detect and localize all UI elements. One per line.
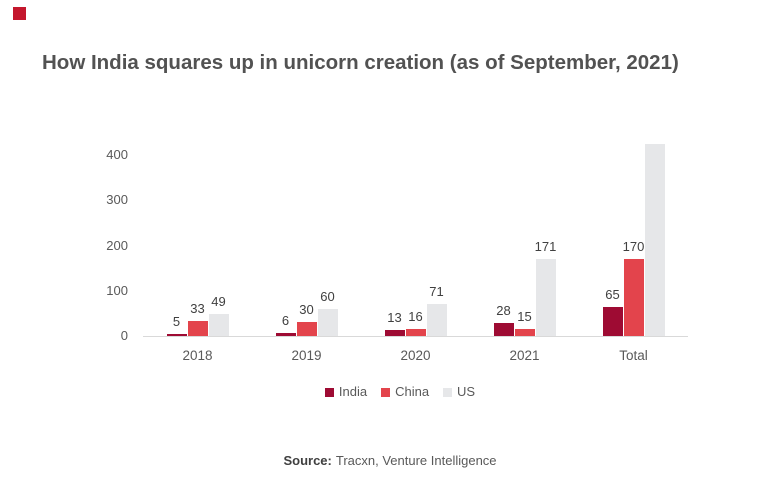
bar-value-label: 15: [517, 309, 532, 325]
bar-china-2019: [296, 322, 317, 336]
x-tick-label: Total: [619, 348, 648, 363]
bar-value-label: 71: [429, 283, 444, 299]
brand-mark: [13, 7, 26, 20]
y-tick-label: 400: [106, 147, 128, 162]
x-tick-label: 2018: [182, 348, 213, 363]
legend-swatch: [381, 388, 391, 397]
legend-item-india: India: [324, 384, 368, 400]
bar-value-label: 28: [496, 303, 511, 319]
legend-label: China: [395, 384, 430, 399]
bar-us-2020: [426, 303, 447, 336]
bar-value-label: 33: [190, 301, 205, 317]
x-tick-label: 2021: [509, 348, 540, 363]
chart-title: How India squares up in unicorn creation…: [42, 51, 679, 74]
bar-china-total: [623, 259, 644, 336]
y-tick-label: 100: [106, 282, 128, 298]
bar-value-label: 30: [299, 302, 314, 318]
y-tick-label: 200: [106, 237, 128, 253]
legend-item-us: US: [443, 384, 475, 400]
bar-us-2021: [535, 258, 556, 336]
x-axis-line: [143, 336, 688, 337]
bar-india-total: [602, 306, 623, 336]
y-tick-label: 300: [106, 192, 128, 208]
bar-value-label: 16: [408, 308, 423, 324]
source-text: Tracxn, Venture Intelligence: [335, 453, 497, 468]
bar-value-label: 65: [605, 286, 620, 302]
bar-india-2020: [384, 330, 405, 336]
legend-label: India: [338, 384, 368, 399]
legend-swatch: [324, 388, 334, 397]
source-note: Source: Tracxn, Venture Intelligence: [0, 452, 780, 469]
y-tick-label: 0: [120, 328, 128, 343]
bar-us-total: [644, 144, 665, 336]
legend-swatch: [443, 388, 453, 397]
legend-label: US: [457, 384, 476, 399]
bar-value-label: 60: [320, 288, 335, 304]
legend-item-china: China: [381, 384, 429, 400]
bar-value-label: 171: [534, 238, 557, 254]
bar-value-label: 13: [387, 310, 402, 326]
bar-india-2018: [166, 333, 187, 336]
bar-china-2020: [405, 328, 426, 336]
bar-value-label: 49: [211, 293, 226, 309]
bar-us-2018: [208, 313, 229, 336]
source-label: Source:: [283, 453, 332, 468]
bar-value-label: 170: [622, 239, 645, 255]
bar-us-2019: [317, 308, 338, 336]
legend: India China US: [10, 384, 780, 400]
x-tick-label: 2019: [291, 348, 322, 363]
bar-india-2019: [275, 333, 296, 336]
bar-china-2018: [187, 321, 208, 336]
bar-china-2021: [514, 329, 535, 336]
x-tick-label: 2020: [400, 348, 431, 363]
bar-value-label: 6: [281, 313, 290, 329]
bar-india-2021: [493, 323, 514, 336]
bar-value-label: 5: [172, 313, 181, 329]
